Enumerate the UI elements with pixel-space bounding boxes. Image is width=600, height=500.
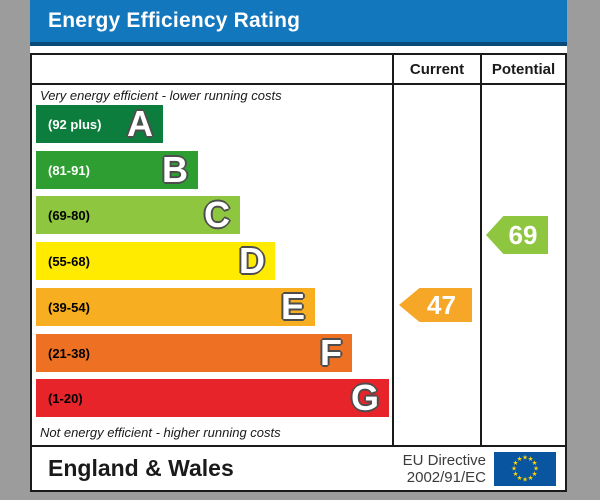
band-a-range-label: (92 plus) — [48, 116, 102, 132]
band-f: (21-38) F — [36, 334, 352, 372]
svg-text:★: ★ — [517, 474, 523, 482]
table-footer: England & Wales EU Directive 2002/91/EC … — [32, 445, 565, 490]
band-f-range-label: (21-38) — [48, 345, 90, 361]
svg-text:★: ★ — [532, 470, 538, 478]
eu-directive-line2: 2002/91/EC — [406, 468, 486, 486]
current-rating-value: 47 — [427, 289, 456, 320]
region-label: England & Wales — [48, 455, 234, 481]
svg-text:★: ★ — [513, 459, 519, 467]
bottom-note: Not energy efficient - higher running co… — [40, 425, 281, 440]
svg-text:★: ★ — [522, 453, 528, 461]
eu-directive-line1: EU Directive — [402, 451, 486, 469]
top-note: Very energy efficient - lower running co… — [40, 88, 282, 103]
svg-text:★: ★ — [528, 455, 534, 463]
chart-panel: Energy Efficiency Rating Current Potenti… — [30, 0, 567, 492]
svg-text:★: ★ — [522, 475, 528, 483]
band-b-range-label: (81-91) — [48, 162, 90, 178]
current-rating-arrow: 47 — [399, 288, 472, 322]
bands-area: Very energy efficient - lower running co… — [32, 85, 565, 445]
band-c-range-label: (69-80) — [48, 207, 90, 223]
band-g: (1-20) G — [36, 379, 389, 417]
band-c-letter: C — [204, 194, 230, 235]
band-d-range-label: (55-68) — [48, 253, 90, 269]
svg-text:★: ★ — [528, 474, 534, 482]
band-d: (55-68) D — [36, 242, 275, 280]
band-g-letter: G — [350, 377, 379, 418]
title-bar: Energy Efficiency Rating — [30, 0, 567, 46]
potential-column-header: Potential — [491, 61, 556, 78]
svg-text:★: ★ — [511, 464, 517, 472]
svg-text:★: ★ — [513, 470, 519, 478]
svg-text:★: ★ — [517, 455, 523, 463]
band-d-letter: D — [239, 240, 265, 281]
column-divider-current-potential — [480, 55, 482, 447]
band-c: (69-80) C — [36, 196, 240, 234]
svg-text:★: ★ — [533, 464, 539, 472]
band-b: (81-91) B — [36, 151, 198, 189]
svg-text:★: ★ — [532, 459, 538, 467]
table-header-row: Current Potential — [32, 55, 565, 85]
column-divider-bands-current — [392, 55, 394, 447]
eu-flag-icon: ★ ★★★★★★★★★★★ — [494, 451, 556, 486]
band-e-range-label: (39-54) — [48, 299, 90, 315]
potential-rating-arrow: 69 — [486, 216, 548, 254]
band-e: (39-54) E — [36, 288, 315, 326]
band-a-letter: A — [127, 103, 153, 144]
current-column-header: Current — [409, 61, 465, 78]
band-f-letter: F — [320, 332, 342, 373]
eu-directive-text: EU Directive 2002/91/EC — [403, 452, 486, 486]
page-title: Energy Efficiency Rating — [48, 9, 301, 32]
band-b-letter: B — [162, 149, 188, 190]
band-a: (92 plus) A — [36, 105, 163, 143]
band-e-letter: E — [280, 286, 305, 327]
band-g-range-label: (1-20) — [48, 390, 83, 406]
potential-rating-value: 69 — [508, 219, 538, 250]
rating-table: Current Potential Very energy efficient … — [30, 53, 567, 492]
